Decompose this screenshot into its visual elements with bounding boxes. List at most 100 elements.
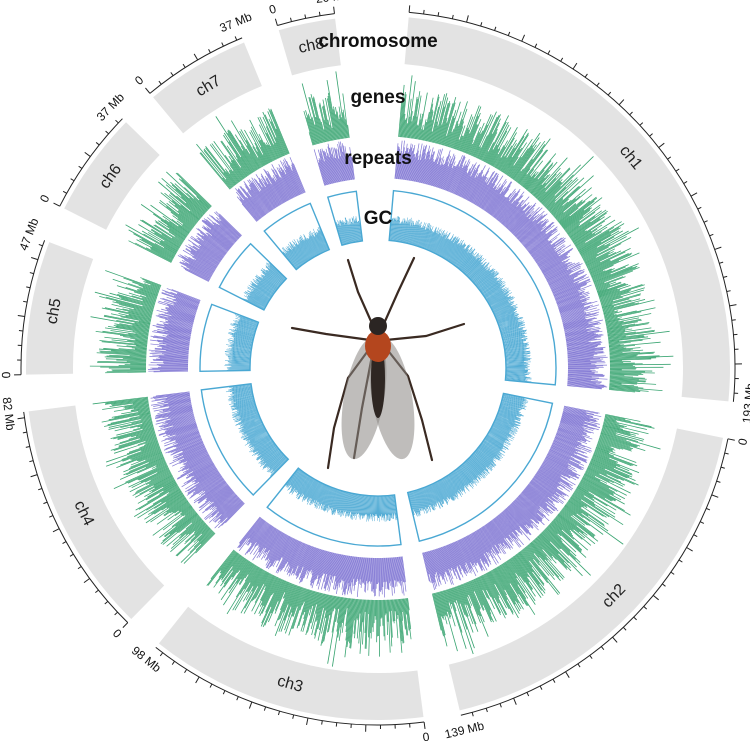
gene-bin (104, 314, 151, 325)
gene-bin (473, 579, 494, 623)
repeat-bin (481, 186, 497, 210)
gc-bin (448, 474, 461, 493)
repeat-bin (150, 398, 191, 406)
repeat-bin (164, 291, 200, 305)
gc-bin (366, 495, 369, 522)
gc-bin (458, 248, 476, 269)
gene-bin (104, 307, 152, 319)
gc-bin (471, 268, 486, 281)
repeat-bin (408, 145, 416, 181)
gene-bin (460, 129, 470, 152)
repeat-bin (214, 500, 243, 529)
repeat-bin (211, 235, 230, 250)
repeat-bin (567, 384, 602, 389)
gene-bin (190, 525, 208, 541)
tick-ch8 (290, 17, 292, 22)
gc-bin (248, 434, 269, 447)
gc-bin (495, 419, 518, 430)
gene-bin (378, 600, 379, 637)
tick-ch7 (193, 53, 199, 61)
repeat-bin (267, 170, 286, 203)
repeat-bin (553, 439, 587, 454)
repeat-bin (471, 176, 487, 203)
gc-bin (447, 475, 460, 494)
repeat-bin (187, 472, 220, 494)
gc-bin (372, 495, 374, 515)
gc-bin (424, 231, 433, 249)
gc-bin (464, 257, 479, 274)
repeat-bin (507, 206, 530, 230)
repeat-bin (183, 447, 206, 459)
gene-bin (597, 283, 626, 294)
repeat-bin (163, 400, 191, 406)
repeat-bin (552, 282, 578, 295)
gc-bin (290, 244, 305, 264)
gc-bin (408, 492, 415, 515)
gc-bin (494, 419, 512, 428)
gene-bin (485, 121, 507, 163)
repeat-bin (522, 490, 549, 514)
repeat-bin (526, 486, 546, 503)
gene-bin (463, 115, 479, 153)
repeat-bin (195, 259, 215, 272)
repeat-bin (312, 549, 324, 584)
gc-bin (455, 469, 469, 486)
gene-bin (130, 452, 163, 466)
gc-bin (423, 228, 432, 249)
gc-bin (355, 216, 360, 242)
gene-bin (540, 181, 562, 203)
gene-bin (546, 527, 577, 557)
gene-bin (574, 491, 616, 518)
repeat-bin (184, 454, 209, 468)
gc-bin (293, 241, 308, 262)
tick-label-ch5: 0 (0, 372, 13, 379)
repeat-bin (489, 185, 511, 215)
gc-bin (499, 407, 523, 415)
gene-bin (315, 592, 322, 614)
gc-bin (442, 237, 455, 258)
gene-bin (601, 430, 639, 443)
gc-bin (336, 490, 343, 510)
gene-bin (469, 132, 480, 155)
gene-bin (590, 459, 630, 478)
gc-bin (491, 426, 515, 439)
gc-bin (411, 219, 419, 245)
repeat-bin (517, 214, 546, 240)
gene-bin (130, 453, 163, 468)
gene-bin (443, 135, 447, 146)
gc-bin (229, 362, 251, 364)
gc-bin (450, 244, 464, 263)
gc-bin (483, 440, 505, 456)
gc-bin (286, 469, 301, 488)
repeat-bin (203, 219, 234, 246)
repeat-bin (561, 307, 597, 318)
gene-bin (266, 133, 279, 159)
repeat-bin (562, 413, 590, 422)
gc-bin (488, 431, 505, 442)
gc-bin (426, 231, 434, 250)
gene-bin (119, 432, 156, 444)
repeat-bin (549, 270, 585, 288)
gene-bin (513, 555, 544, 596)
gene-bin (604, 307, 656, 320)
gene-bin (545, 177, 578, 208)
repeat-bin (547, 452, 582, 470)
gene-bin (457, 585, 466, 605)
gene-bin (131, 347, 147, 350)
repeat-bin (415, 159, 421, 182)
gene-bin (413, 95, 422, 139)
repeat-bin (320, 551, 329, 578)
gc-bin (492, 424, 516, 436)
gene-bin (145, 496, 186, 524)
repeat-bin (159, 404, 192, 412)
gene-bin (609, 358, 652, 361)
gene-bin (547, 525, 577, 553)
gc-bin (269, 456, 287, 473)
repeat-bin (567, 352, 605, 356)
repeat-bin (551, 274, 587, 291)
gene-bin (478, 576, 495, 610)
gc-bin (494, 421, 512, 430)
repeat-bin (527, 228, 558, 252)
repeat-bin (437, 548, 446, 572)
gc-bin (357, 494, 361, 515)
